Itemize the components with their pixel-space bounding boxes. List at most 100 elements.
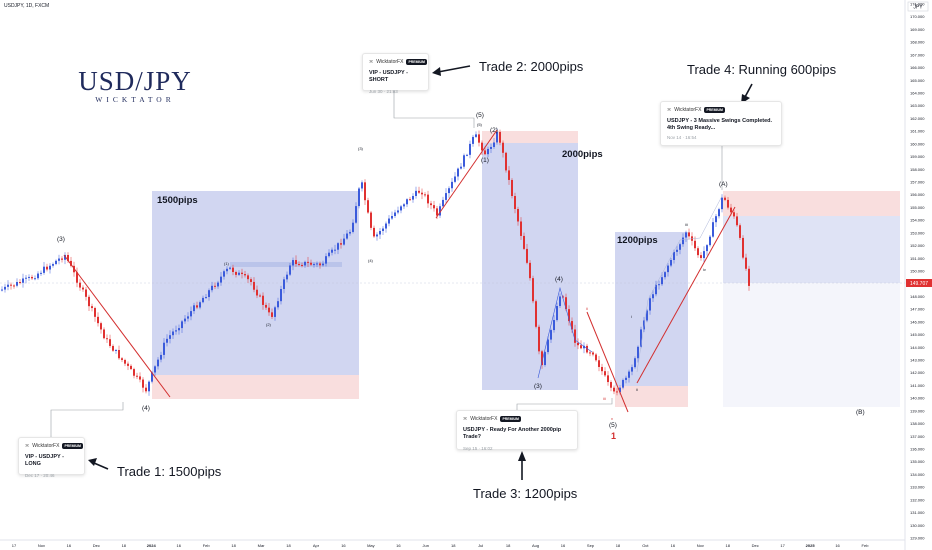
candle-body xyxy=(301,264,303,266)
x-tick-label: 16 xyxy=(176,543,181,548)
candle-body xyxy=(61,258,63,260)
candle-body xyxy=(337,243,339,250)
candle-body xyxy=(376,234,378,237)
candle-body xyxy=(592,352,594,355)
x-tick-label: 18 xyxy=(231,543,236,548)
candle-body xyxy=(637,346,639,359)
candle-body xyxy=(274,307,276,317)
candle-body xyxy=(682,237,684,245)
y-tick-label: 152.000 xyxy=(910,243,925,248)
candle-body xyxy=(490,146,492,149)
candle-body xyxy=(88,296,90,307)
y-tick-label: 141.000 xyxy=(910,383,925,388)
candle-body xyxy=(109,339,111,346)
candle-body xyxy=(259,295,261,297)
candle-body xyxy=(163,342,165,355)
idea-card-ready[interactable]: ≍ WicktatorFX PREMIUM USDJPY - Ready For A… xyxy=(456,410,578,451)
y-axis-ticks: 129.000 130.000 131.000 132.000 133.000 134.0… xyxy=(910,2,925,541)
candle-body xyxy=(670,259,672,266)
arrow-trade2 xyxy=(432,65,471,76)
candle-body xyxy=(286,274,288,280)
candle-body xyxy=(82,287,84,290)
candle-body xyxy=(34,278,36,280)
candle-body xyxy=(604,371,606,376)
y-tick-label: 161.000 xyxy=(910,129,925,134)
x-tick-label: 18 xyxy=(451,543,456,548)
x-tick-label: Jul xyxy=(478,543,483,548)
box-trade1-risk xyxy=(152,375,359,399)
idea-card-short[interactable]: ≍ WicktatorFX PREMIUM VIP - USDJPY - SHORT… xyxy=(362,53,429,94)
candle-body xyxy=(76,272,78,283)
candle-body xyxy=(31,276,33,279)
box-trade4-risk xyxy=(723,191,900,216)
wave-i: i xyxy=(631,314,632,319)
candle-body xyxy=(244,274,246,276)
candle-body xyxy=(484,150,486,155)
candle-body xyxy=(715,216,717,223)
candle-body xyxy=(613,387,615,392)
y-tick-label: 154.000 xyxy=(910,218,925,223)
candle-body xyxy=(406,199,408,205)
connector-card1 xyxy=(50,402,124,437)
box-trade4-profit xyxy=(723,216,900,283)
candle-body xyxy=(388,218,390,224)
card-title: USDJPY - 3 Massive Swings Completed. 4th… xyxy=(667,118,773,131)
y-tick-label: 164.000 xyxy=(910,91,925,96)
trendline-1 xyxy=(63,254,171,398)
candle-body xyxy=(697,248,699,256)
candle-body xyxy=(370,212,372,228)
candle-body xyxy=(316,263,318,265)
candle-body xyxy=(466,154,468,156)
candle-body xyxy=(43,266,45,273)
candle-body xyxy=(550,330,552,340)
candle-body xyxy=(526,248,528,263)
y-tick-label: 129.000 xyxy=(910,536,925,541)
candle-body xyxy=(712,222,714,237)
candle-body xyxy=(601,366,603,372)
candle-body xyxy=(112,345,114,351)
x-tick-label: 16 xyxy=(341,543,346,548)
idea-card-swings[interactable]: ≍ WicktatorFX PREMIUM USDJPY - 3 Massive S… xyxy=(660,101,782,146)
y-tick-label: 131.000 xyxy=(910,510,925,515)
wave-iii-red: iii xyxy=(603,396,606,401)
candle-body xyxy=(157,359,159,367)
x-tick-label: 2024 xyxy=(147,543,157,548)
y-tick-label: 159.000 xyxy=(910,154,925,159)
candle-body xyxy=(322,263,324,266)
candle-body xyxy=(265,304,267,308)
candle-body xyxy=(397,210,399,213)
candle-body xyxy=(349,231,351,234)
x-tick-label: 18 xyxy=(122,543,127,548)
candle-body xyxy=(55,260,57,265)
wave-iii: iii xyxy=(685,222,688,227)
candle-body xyxy=(151,372,153,382)
candle-body xyxy=(334,249,336,251)
x-tick-label: 17 xyxy=(780,543,785,548)
y-tick-label: 163.000 xyxy=(910,103,925,108)
box-trade4-target xyxy=(723,283,900,407)
candle-body xyxy=(193,305,195,312)
candle-body xyxy=(217,282,219,287)
y-tick-label: 144.000 xyxy=(910,345,925,350)
y-tick-label: 146.000 xyxy=(910,319,925,324)
candle-body xyxy=(211,285,213,291)
candle-body xyxy=(748,268,750,286)
x-tick-label: 18 xyxy=(726,543,731,548)
card-badge: PREMIUM xyxy=(62,443,83,449)
candle-body xyxy=(271,312,273,317)
author-logo-icon: ≍ xyxy=(369,59,374,65)
candle-body xyxy=(22,278,24,283)
card-author: WicktatorFX xyxy=(470,416,498,422)
wave-5-end: (5) xyxy=(609,422,617,429)
candle-body xyxy=(451,181,453,189)
card-author: WicktatorFX xyxy=(376,59,404,65)
idea-card-long[interactable]: ≍ WicktatorFX PREMIUM VIP - USDJPY - LONG … xyxy=(18,437,85,478)
y-tick-label: 136.000 xyxy=(910,447,925,452)
candle-body xyxy=(277,301,279,308)
candle-body xyxy=(160,354,162,360)
candle-body xyxy=(709,236,711,246)
candle-body xyxy=(469,143,471,155)
wave-ii: ii xyxy=(636,387,638,392)
